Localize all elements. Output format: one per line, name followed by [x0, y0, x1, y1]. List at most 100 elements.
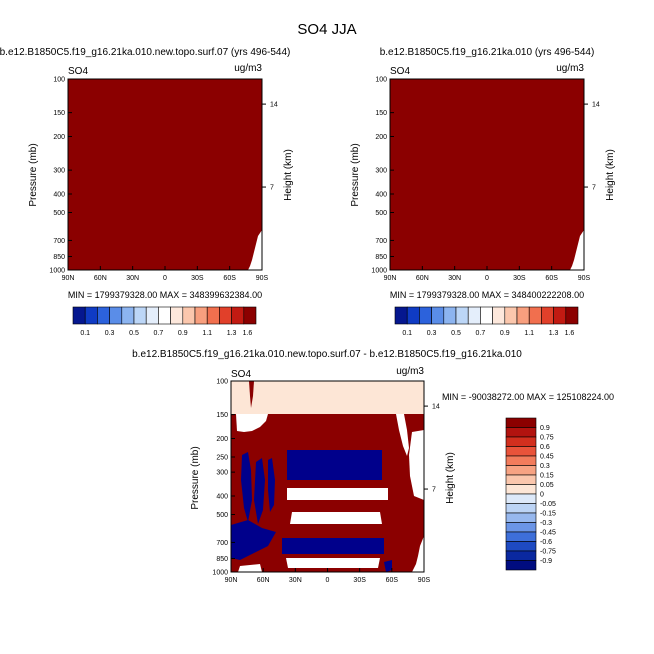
y-tick-label: 850 [53, 254, 65, 261]
colorbar: 0.9 0.75 0.6 0.45 0.3 0.15 0.05 0 -0.05 -0.15 -0.3… [505, 417, 556, 571]
colorbar-swatch [505, 465, 537, 476]
units-label: ug/m3 [234, 63, 262, 74]
negative-region-nh-column-1 [241, 452, 252, 522]
y-tick-label: 700 [53, 238, 65, 245]
x-tick-label: 90S [418, 577, 431, 584]
y-right-tick-label: 14 [592, 102, 600, 109]
colorbar-label: -0.05 [540, 501, 556, 508]
colorbar-swatch [505, 446, 537, 457]
units-label: ug/m3 [396, 366, 424, 377]
x-tick-label: 30S [353, 577, 366, 584]
colorbar-label: 0.75 [540, 435, 554, 442]
colorbar-swatch [505, 512, 537, 523]
y-tick-label: 100 [216, 379, 228, 386]
y-tick-label: 150 [375, 110, 387, 117]
y-tick-label: 500 [53, 210, 65, 217]
colorbar-swatch [121, 306, 135, 325]
colorbar-swatch [182, 306, 196, 325]
colorbar-label: 0.1 [80, 330, 90, 337]
y-tick-label: 100 [53, 77, 65, 84]
colorbar-swatch [505, 455, 537, 466]
colorbar-swatch [133, 306, 147, 325]
y-tick-label: 850 [375, 254, 387, 261]
colorbar-swatch [243, 306, 257, 325]
y-tick-label: 300 [375, 168, 387, 175]
white-band-lower-tropics [287, 488, 388, 500]
variable-label: SO4 [68, 66, 88, 77]
missing-data-region [570, 230, 584, 270]
colorbar-swatch [516, 306, 530, 325]
colorbar-swatch [406, 306, 420, 325]
colorbar-swatch [505, 474, 537, 485]
colorbar-label: 0.3 [427, 330, 437, 337]
x-tick-label: 90N [384, 275, 397, 282]
colorbar-label: -0.15 [540, 511, 556, 518]
y-right-tick-label: 7 [432, 487, 436, 494]
y-tick-label: 700 [375, 238, 387, 245]
plot-area [390, 79, 584, 270]
colorbar-swatch [158, 306, 171, 325]
colorbar: 0.1 0.3 0.5 0.7 0.9 1.1 1.3 1.6 [72, 306, 257, 337]
x-tick-label: 60S [386, 577, 399, 584]
colorbar-label: 1.1 [202, 330, 212, 337]
colorbar-swatch [505, 436, 537, 447]
x-tick-label: 30N [289, 577, 302, 584]
y-tick-label: 250 [216, 455, 228, 462]
y-axis-right-label: Height (km) [445, 452, 456, 504]
white-band-tropics-lower [286, 558, 380, 568]
colorbar-label: -0.75 [540, 549, 556, 556]
x-tick-label: 60N [416, 275, 429, 282]
colorbar-swatch [219, 306, 232, 325]
colorbar-label: -0.9 [540, 558, 552, 565]
stratosphere-pale-band [231, 381, 424, 414]
colorbar-label: 0.9 [540, 425, 550, 432]
colorbar-label: 1.1 [524, 330, 534, 337]
colorbar-label: 0.3 [105, 330, 115, 337]
colorbar-swatch [505, 427, 537, 438]
colorbar-label: 0.6 [540, 444, 550, 451]
y-axis-right-label: Height (km) [283, 149, 294, 201]
y-tick-label: 1000 [371, 268, 387, 275]
x-tick-label: 90S [256, 275, 269, 282]
variable-label: SO4 [231, 369, 251, 380]
x-tick-label: 0 [485, 275, 489, 282]
y-tick-label: 200 [216, 436, 228, 443]
units-label: ug/m3 [556, 63, 584, 74]
colorbar-swatch [541, 306, 554, 325]
negative-speck-sh [384, 560, 392, 572]
x-tick-label: 60S [545, 275, 558, 282]
y-tick-label: 500 [375, 210, 387, 217]
colorbar-label: -0.45 [540, 530, 556, 537]
colorbar-label: 0.7 [154, 330, 164, 337]
negative-region-nh-column-2 [254, 458, 265, 524]
colorbar-swatch [505, 493, 537, 504]
colorbar-swatch [145, 306, 159, 325]
y-tick-label: 150 [53, 110, 65, 117]
white-speck-nh-surface [238, 564, 262, 572]
colorbar-label: 0.05 [540, 482, 554, 489]
panel-top-left: b.e12.B1850C5.f19_g16.21ka.010.new.topo.… [0, 47, 294, 337]
y-right-tick-label: 14 [432, 404, 440, 411]
colorbar-swatch [170, 306, 184, 325]
colorbar-swatch [505, 541, 537, 552]
y-tick-label: 100 [375, 77, 387, 84]
y-tick-label: 700 [216, 540, 228, 547]
colorbar-swatch [565, 306, 579, 325]
y-tick-label: 400 [53, 191, 65, 198]
colorbar-swatch [553, 306, 567, 325]
colorbar-label: 0.1 [402, 330, 412, 337]
colorbar-swatch [97, 306, 110, 325]
colorbar-label: 0.5 [451, 330, 461, 337]
colorbar-swatch [72, 306, 86, 325]
colorbar-swatch [505, 522, 537, 533]
y-right-tick-label: 14 [270, 102, 278, 109]
colorbar-label: 0 [540, 492, 544, 499]
colorbar-swatch [455, 306, 469, 325]
stats-text: MIN = -90038272.00 MAX = 125108224.00 [442, 392, 614, 402]
colorbar-label: 1.6 [565, 330, 575, 337]
colorbar-swatch [206, 306, 220, 325]
colorbar-swatch [84, 306, 98, 325]
colorbar-swatch [419, 306, 432, 325]
colorbar-swatch [492, 306, 506, 325]
